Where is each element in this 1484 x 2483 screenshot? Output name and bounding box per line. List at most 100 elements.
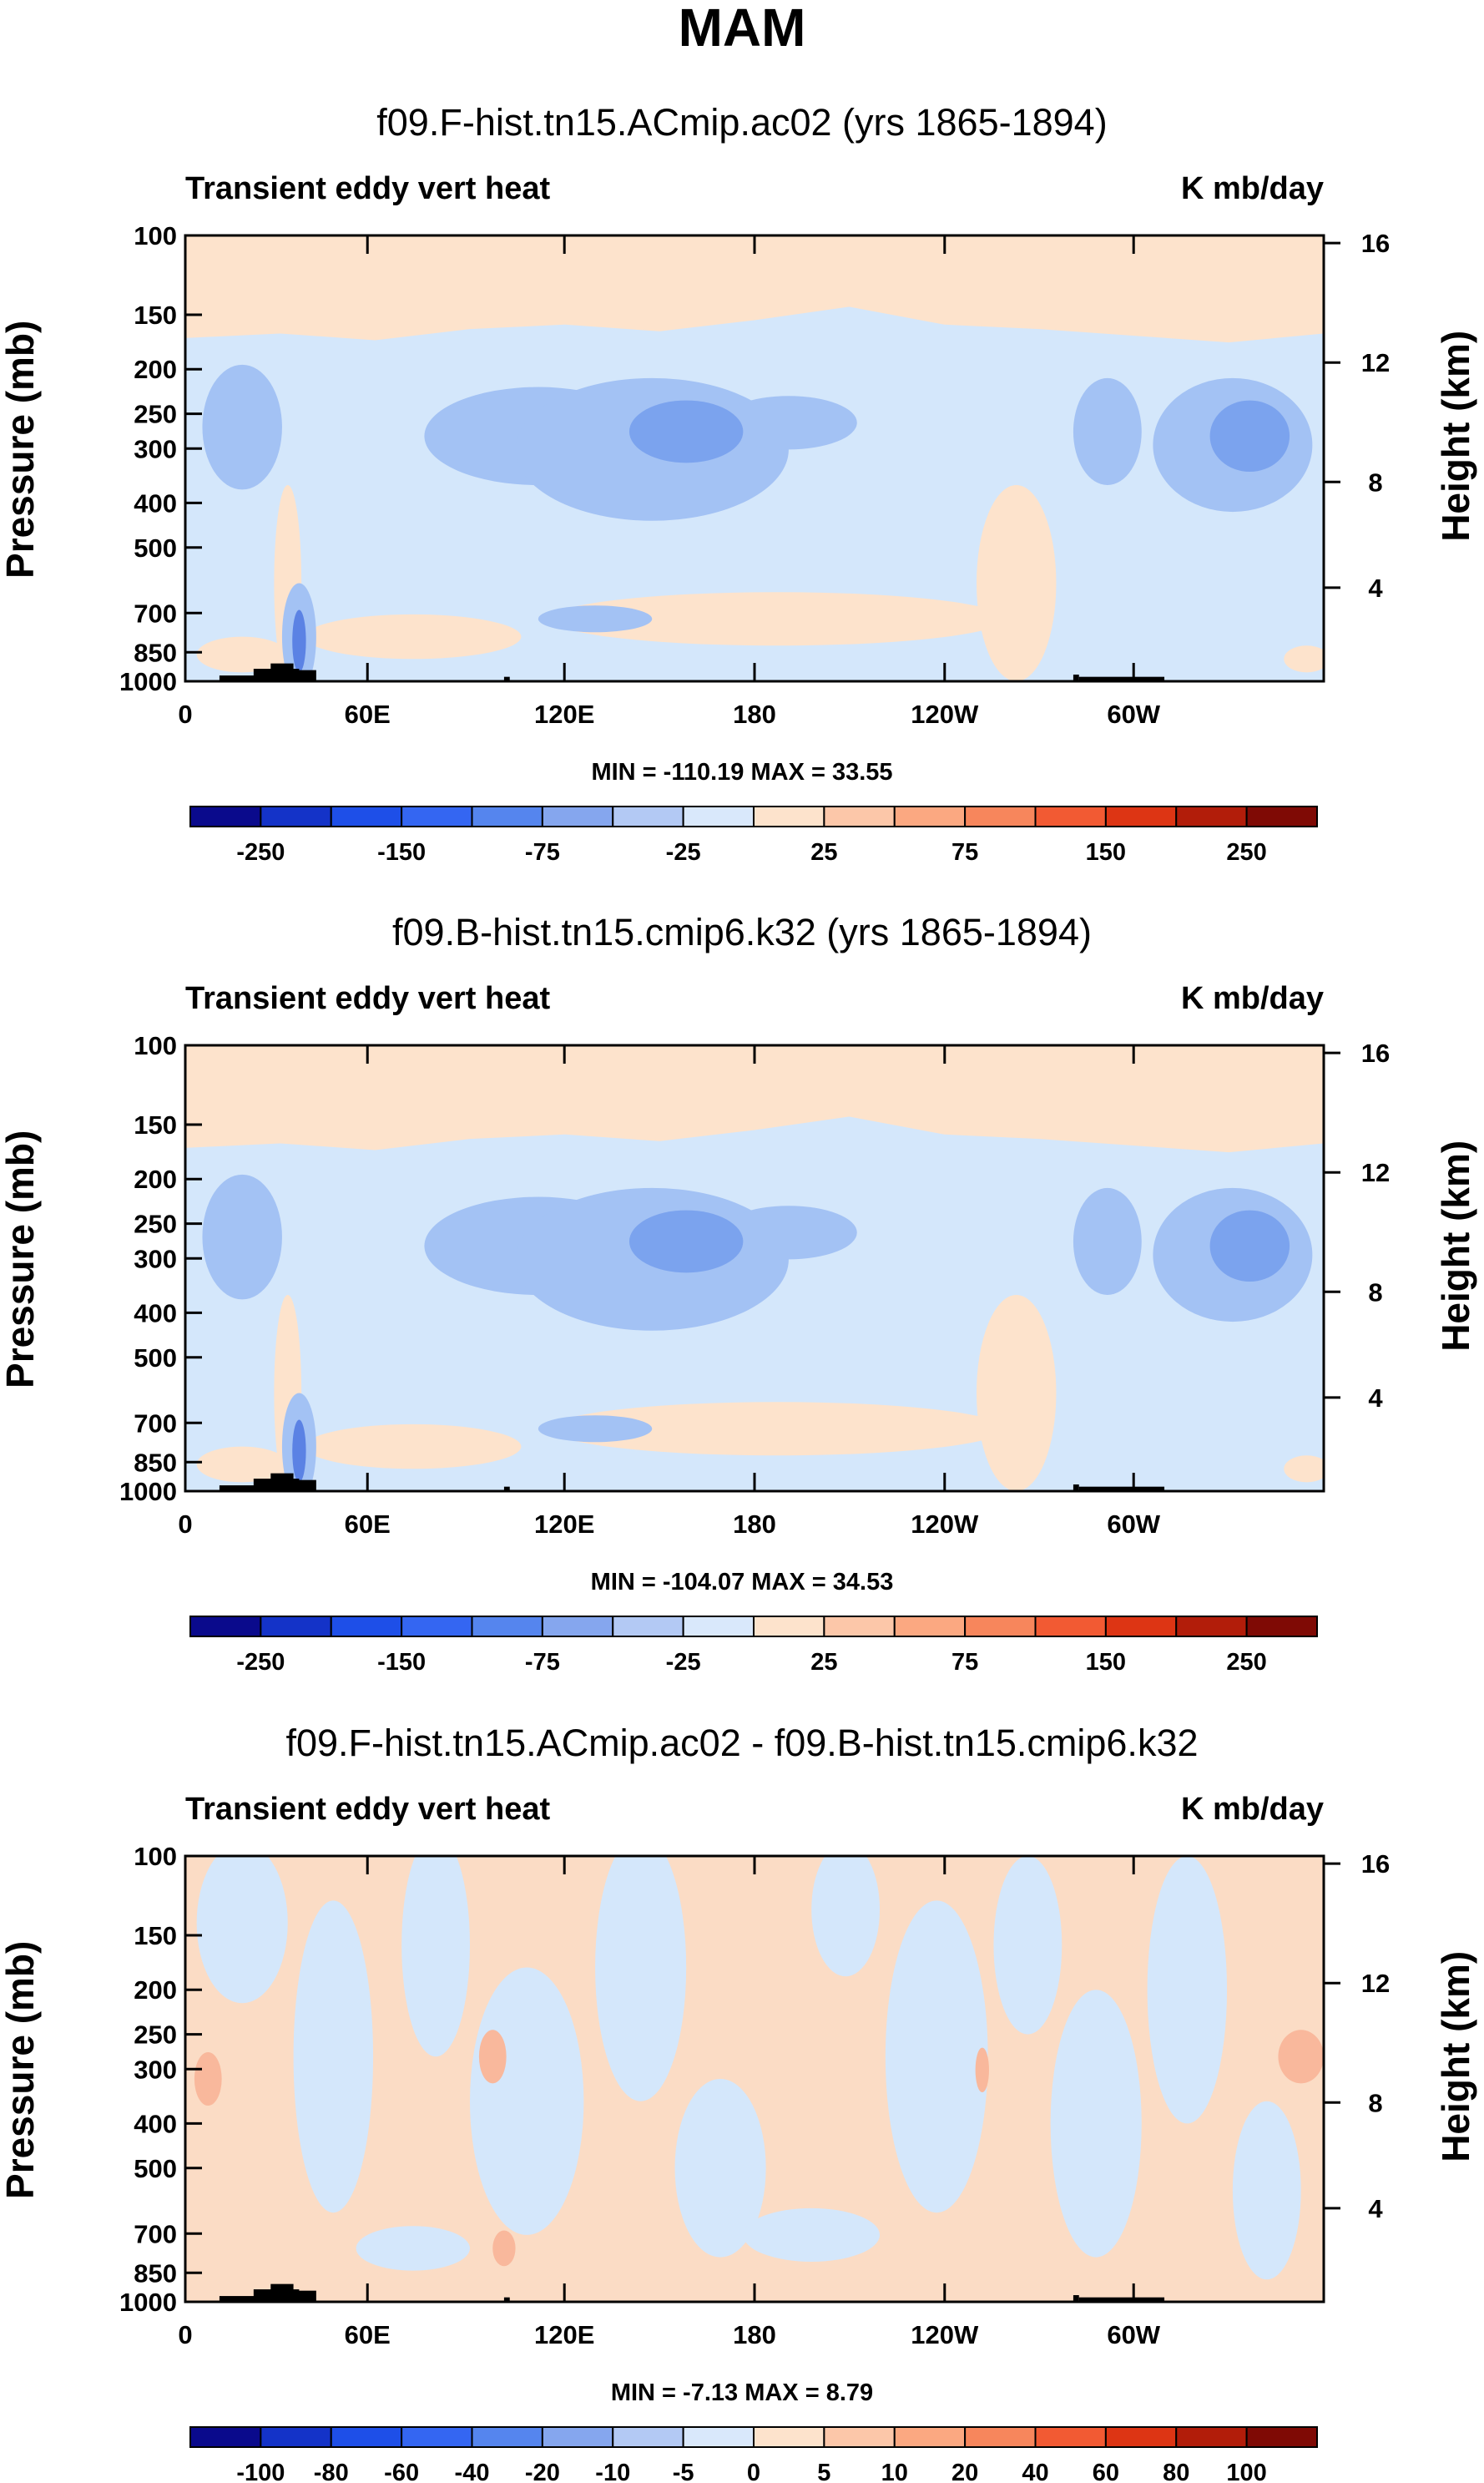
units-label: K mb/day (1181, 981, 1324, 1016)
topography-6 (1073, 674, 1079, 681)
contour-pos-low4 (976, 1295, 1057, 1491)
colorbar-box (893, 806, 967, 827)
variable-label: Transient eddy vert heat (185, 1792, 550, 1827)
contour-neg-cell4 (720, 1206, 857, 1260)
contour-diff-neg-2 (293, 1900, 374, 2213)
y-tick-label: 200 (134, 355, 177, 384)
y-tick-label: 300 (134, 434, 177, 463)
colorbar-box (893, 1616, 967, 1637)
y-tick-label: 400 (134, 2109, 177, 2138)
colorbar-label: 5 (817, 2460, 830, 2483)
colorbar-label: 10 (881, 2460, 908, 2483)
colorbar-box (1104, 2426, 1178, 2448)
units-label: K mb/day (1181, 1792, 1324, 1827)
x-tick-label: 120W (911, 1510, 979, 1539)
colorbar-box (753, 806, 825, 827)
colorbar-box (1245, 806, 1318, 827)
colorbar-box (753, 2426, 825, 2448)
x-tick-label: 60E (345, 2320, 391, 2349)
y-axis-label: Pressure (mb) (0, 1130, 42, 1388)
contour-neg-cell4 (720, 396, 857, 450)
chart-title: f09.B-hist.tn15.cmip6.k32 (yrs 1865-1894… (392, 911, 1092, 953)
contour-diff-neg-13 (743, 2207, 881, 2262)
colorbar-box (471, 806, 543, 827)
x-tick-label: 120E (534, 2320, 594, 2349)
contour-diff-neg-9 (993, 1856, 1063, 2035)
y-tick-label: 700 (134, 599, 177, 628)
x-tick-label: 0 (178, 700, 192, 729)
colorbar-label: -75 (525, 1649, 560, 1676)
colorbar-box (189, 806, 262, 827)
contour-neg-cell1 (202, 1174, 282, 1300)
x-tick-label: 120W (911, 700, 979, 729)
x-tick-label: 120E (534, 1510, 594, 1539)
contour-neg-core3 (292, 609, 306, 673)
colorbar-label: 250 (1226, 1649, 1266, 1676)
x-tick-label: 60W (1107, 2320, 1160, 2349)
colorbar-label: 60 (1093, 2460, 1119, 2483)
y-tick-label: 500 (134, 1343, 177, 1373)
topography-4 (287, 1479, 316, 1491)
variable-label: Transient eddy vert heat (185, 981, 550, 1016)
colorbar-label: 250 (1226, 839, 1266, 866)
chart-panel-3: f09.F-hist.tn15.ACmip.ac02 - f09.B-hist.… (0, 1722, 1477, 2483)
y-right-tick-label: 12 (1361, 348, 1390, 377)
contour-diff-pos-5 (975, 2047, 989, 2093)
colorbar-label: -10 (595, 2460, 630, 2483)
contour-neg-cell5 (1073, 1187, 1142, 1296)
colorbar-label: 25 (810, 1649, 837, 1676)
colorbar-label: 75 (951, 1649, 978, 1676)
contour-pos-low4 (976, 485, 1057, 681)
y-right-tick-label: 8 (1368, 468, 1382, 497)
min-max-stats: MIN = -7.13 MAX = 8.79 (611, 2379, 873, 2406)
colorbar-box (682, 806, 755, 827)
colorbar-box (330, 1616, 403, 1637)
colorbar-box (1034, 2426, 1107, 2448)
y-right-axis-label: Height (km) (1434, 1951, 1477, 2162)
colorbar-box (260, 1616, 332, 1637)
x-tick-label: 120E (534, 700, 594, 729)
y-tick-label: 1000 (119, 667, 177, 696)
y-right-tick-label: 16 (1361, 229, 1390, 258)
contour-field (185, 1856, 1324, 2302)
colorbar-box (612, 2426, 684, 2448)
min-max-stats: MIN = -110.19 MAX = 33.55 (591, 759, 892, 786)
colorbar-box (964, 806, 1037, 827)
contour-diff-neg-14 (356, 2226, 470, 2271)
y-right-tick-label: 8 (1368, 2088, 1382, 2117)
colorbar: -100 -80 -60 -40 -20 -10 -5 0 5 10 20 40 60 80 100 (189, 2426, 1318, 2483)
contour-pos-low1 (305, 614, 522, 660)
colorbar-box (612, 1616, 684, 1637)
contour-diff-neg-12 (1232, 2101, 1301, 2280)
contour-field (185, 1045, 1324, 1491)
contour-diff-pos-1 (194, 2051, 222, 2106)
contour-diff-neg-7 (811, 1856, 881, 1977)
topography-6 (1073, 1484, 1079, 1491)
colorbar-label: -150 (377, 839, 426, 866)
topography-6 (1073, 2294, 1079, 2302)
colorbar-label: -40 (455, 2460, 490, 2483)
colorbar-box (401, 1616, 473, 1637)
topography-4 (287, 670, 316, 681)
y-tick-label: 400 (134, 1298, 177, 1327)
colorbar-box (1034, 1616, 1107, 1637)
variable-label: Transient eddy vert heat (185, 171, 550, 206)
colorbar-box (471, 1616, 543, 1637)
y-right-tick-label: 4 (1368, 574, 1383, 603)
colorbar-label: -25 (666, 839, 701, 866)
contour-pos-low6 (1284, 1455, 1324, 1483)
topography-7 (1078, 2297, 1165, 2302)
contour-neg-core1 (628, 1210, 744, 1273)
colorbar-label: -80 (314, 2460, 349, 2483)
y-tick-label: 500 (134, 534, 177, 563)
colorbar-box (330, 2426, 403, 2448)
x-tick-label: 180 (733, 700, 776, 729)
contour-diff-neg-10 (1050, 1990, 1142, 2258)
y-tick-label: 250 (134, 400, 177, 429)
colorbar-box (471, 2426, 543, 2448)
contour-neg-core1 (628, 400, 744, 463)
colorbar-box (189, 1616, 262, 1637)
colorbar-label: -100 (236, 2460, 285, 2483)
colorbar-box (612, 806, 684, 827)
